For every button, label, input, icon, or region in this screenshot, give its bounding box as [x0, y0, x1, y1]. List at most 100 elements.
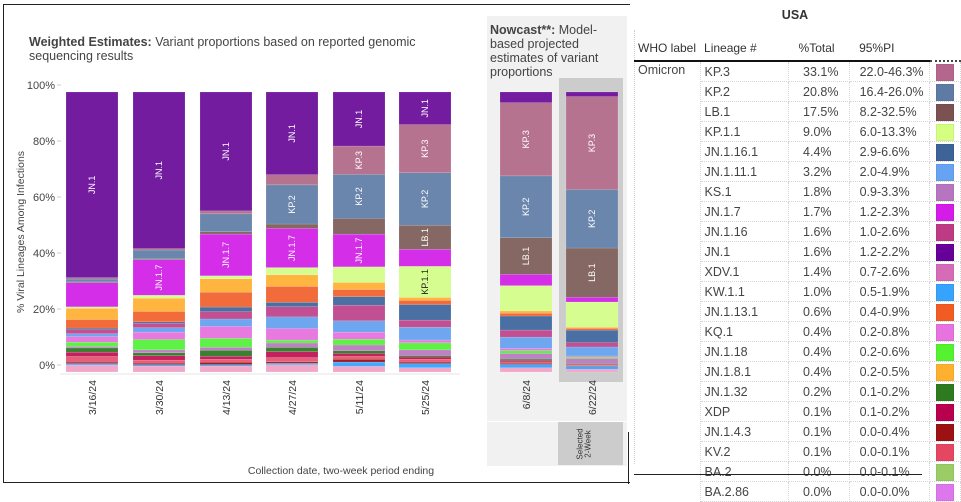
bar-segment[interactable]: [499, 353, 553, 360]
bar-segment[interactable]: [199, 275, 253, 280]
bar-segment[interactable]: [265, 174, 319, 186]
bar-segment[interactable]: [565, 91, 619, 97]
bar-segment[interactable]: [398, 349, 452, 356]
bar-segment[interactable]: [398, 300, 452, 305]
bar-segment[interactable]: [565, 366, 619, 370]
bar-stack[interactable]: LB.1 KP.2 KP.3: [565, 91, 619, 373]
bar-segment[interactable]: [199, 326, 253, 339]
table-row[interactable]: JN.1.16 1.6% 1.0-2.6%: [634, 221, 961, 242]
bar-segment[interactable]: [132, 294, 186, 299]
bar-segment[interactable]: [332, 344, 386, 351]
column-header[interactable]: Lineage #: [704, 41, 757, 55]
bar-segment[interactable]: [132, 323, 186, 328]
bar-stack[interactable]: KP.1.1 LB.1 KP.2 KP.3 JN.1: [398, 91, 452, 373]
bar-segment[interactable]: [332, 356, 386, 360]
bar-segment[interactable]: [132, 365, 186, 373]
bar-stack[interactable]: JN.1: [65, 91, 119, 373]
bar-segment[interactable]: [199, 355, 253, 360]
bar-segment[interactable]: [499, 91, 553, 103]
bar-segment[interactable]: [199, 338, 253, 348]
bar-segment[interactable]: [132, 352, 186, 357]
table-row[interactable]: XDV.1 1.4% 0.7-2.6%: [634, 261, 961, 282]
bar-segment[interactable]: [398, 224, 452, 250]
bar-segment[interactable]: [398, 363, 452, 368]
bar-segment[interactable]: [132, 311, 186, 323]
column-header[interactable]: [930, 40, 961, 61]
bar-segment[interactable]: [499, 364, 553, 369]
bar-segment[interactable]: [65, 356, 119, 363]
bar-segment[interactable]: [332, 91, 386, 147]
bar-segment[interactable]: [332, 282, 386, 290]
table-row[interactable]: LB.1 17.5% 8.2-32.5%: [634, 101, 961, 122]
bar-segment[interactable]: [199, 231, 253, 235]
bar-segment[interactable]: [265, 357, 319, 363]
bar-segment[interactable]: [565, 368, 619, 373]
bar-segment[interactable]: [565, 296, 619, 303]
bar-segment[interactable]: [398, 319, 452, 328]
bar-segment[interactable]: [398, 342, 452, 351]
bar-segment[interactable]: [265, 328, 319, 341]
table-row[interactable]: JN.1.18 0.4% 0.2-0.6%: [634, 341, 961, 362]
bar-segment[interactable]: [265, 339, 319, 344]
bar-segment[interactable]: [499, 348, 553, 351]
bar-stack[interactable]: JN.1.7 JN.1: [199, 91, 253, 373]
table-row[interactable]: KP.2 20.8% 16.4-26.0%: [634, 81, 961, 102]
bar-segment[interactable]: [332, 266, 386, 283]
bar-segment[interactable]: [332, 353, 386, 357]
bar-segment[interactable]: [65, 333, 119, 337]
bar-segment[interactable]: [199, 210, 253, 215]
bar-segment[interactable]: [132, 249, 186, 260]
bar-segment[interactable]: [199, 306, 253, 312]
bar-segment[interactable]: [499, 350, 553, 354]
bar-stack[interactable]: JN.1.7 JN.1: [132, 91, 186, 373]
table-row[interactable]: JN.1.16.1 4.4% 2.9-6.6%: [634, 141, 961, 162]
bar-segment[interactable]: [65, 278, 119, 283]
bar-segment[interactable]: [199, 361, 253, 365]
bar-segment[interactable]: [265, 91, 319, 175]
bar-segment[interactable]: [65, 91, 119, 278]
bar-segment[interactable]: [565, 96, 619, 190]
selected-week-button[interactable]: [558, 422, 623, 465]
table-row[interactable]: XDP 0.1% 0.1-0.2%: [634, 401, 961, 422]
bar-segment[interactable]: [332, 289, 386, 297]
bar-segment[interactable]: [199, 233, 253, 277]
table-row[interactable]: KP.1.1 9.0% 6.0-13.3%: [634, 121, 961, 142]
bar-segment[interactable]: [265, 302, 319, 307]
bar-segment[interactable]: [398, 326, 452, 341]
bar-segment[interactable]: [199, 318, 253, 327]
table-row[interactable]: JN.1.13.1 0.6% 0.4-0.9%: [634, 301, 961, 322]
bar-segment[interactable]: [398, 266, 452, 298]
bar-segment[interactable]: [265, 286, 319, 303]
bar-segment[interactable]: [398, 339, 452, 344]
table-row[interactable]: KV.2 0.1% 0.0-0.1%: [634, 441, 961, 462]
bar-segment[interactable]: [132, 297, 186, 312]
bar-segment[interactable]: [398, 356, 452, 360]
bar-segment[interactable]: [199, 291, 253, 308]
bar-segment[interactable]: [499, 336, 553, 349]
bar-segment[interactable]: [265, 347, 319, 352]
bar-segment[interactable]: [265, 184, 319, 225]
bar-segment[interactable]: [332, 233, 386, 268]
bar-segment[interactable]: [398, 358, 452, 363]
bar-segment[interactable]: [65, 364, 119, 373]
table-row[interactable]: Omicron KP.3 33.1% 22.0-46.3%: [634, 60, 961, 502]
bar-segment[interactable]: [265, 316, 319, 329]
bar-segment[interactable]: [565, 329, 619, 343]
bar-segment[interactable]: [499, 237, 553, 275]
table-row[interactable]: KW.1.1 1.0% 0.5-1.9%: [634, 281, 961, 302]
bar-segment[interactable]: [65, 341, 119, 347]
bar-segment[interactable]: [132, 355, 186, 361]
bar-segment[interactable]: [332, 174, 386, 219]
table-row[interactable]: JN.1 1.6% 1.2-2.2%: [634, 241, 961, 262]
bar-segment[interactable]: [398, 297, 452, 301]
bar-segment[interactable]: [398, 172, 452, 226]
bar-segment[interactable]: [332, 361, 386, 367]
bar-segment[interactable]: [565, 328, 619, 331]
bar-segment[interactable]: [132, 331, 186, 340]
bar-segment[interactable]: [65, 351, 119, 357]
bar-segment[interactable]: [199, 311, 253, 320]
bar-segment[interactable]: [499, 102, 553, 177]
bar-segment[interactable]: [199, 358, 253, 363]
bar-segment[interactable]: [565, 358, 619, 364]
bar-segment[interactable]: [132, 91, 186, 249]
